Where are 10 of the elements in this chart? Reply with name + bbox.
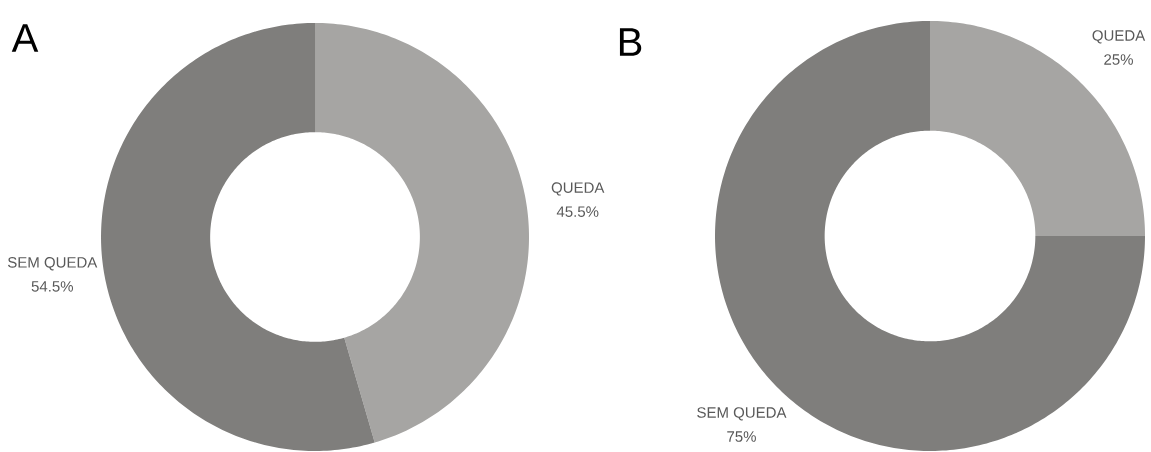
slice-label: QUEDA — [1092, 30, 1146, 44]
data-label: 54.5% — [31, 281, 74, 292]
slice-label: SEM QUEDA — [697, 407, 787, 421]
slice-label: SEM QUEDA — [7, 257, 98, 271]
data-label: 45.5% — [556, 206, 599, 217]
slice-label: QUEDA — [551, 182, 605, 196]
data-label: 75% — [727, 431, 756, 442]
chart-title: A — [11, 24, 39, 52]
data-label: 25% — [1104, 54, 1133, 65]
chart-title: B — [619, 28, 642, 56]
